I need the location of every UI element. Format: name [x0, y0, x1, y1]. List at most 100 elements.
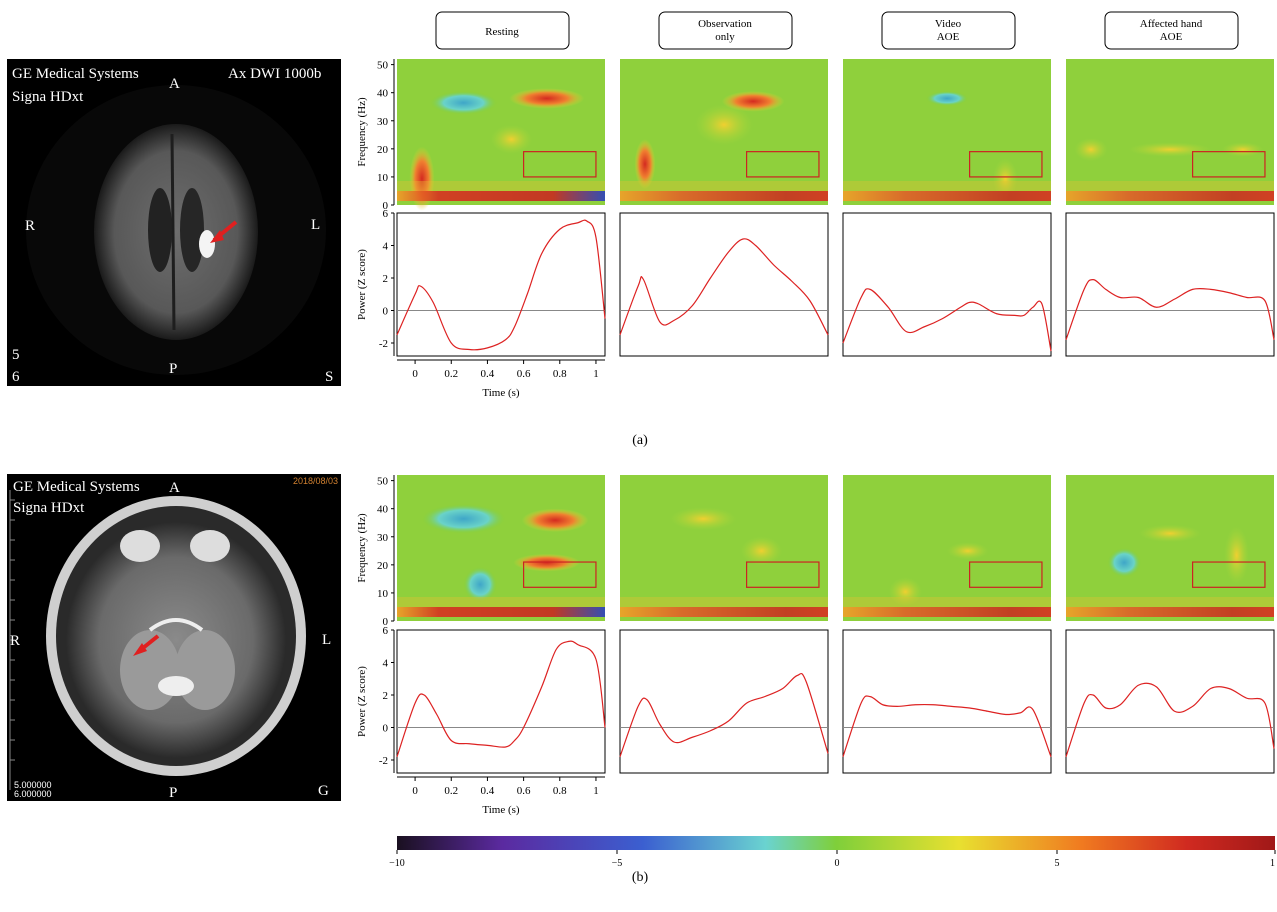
y-tick-label: 10 — [377, 588, 389, 600]
power-series-line — [619, 672, 829, 757]
spectrogram-blob — [634, 139, 656, 189]
highlight-box — [746, 561, 820, 588]
power-plot-frame — [842, 629, 1052, 774]
spectrogram-blob — [740, 536, 783, 566]
power-plot-a-3 — [842, 212, 1052, 357]
spectrogram-b-2 — [620, 475, 828, 621]
low-frequency-band — [1066, 181, 1274, 191]
orientation-bottom: P — [169, 785, 177, 801]
spectrogram-background — [620, 475, 828, 621]
power-plot-a-2 — [619, 212, 829, 357]
spectrogram-blob — [1128, 142, 1212, 157]
orientation-corner: G — [318, 783, 329, 799]
y-tick-label: 50 — [377, 476, 389, 488]
low-frequency-band — [397, 181, 605, 191]
x-tick-label: 0.4 — [481, 368, 495, 380]
low-frequency-band — [620, 607, 828, 617]
spectrogram-blob — [509, 88, 585, 109]
low-frequency-band — [397, 607, 605, 617]
x-tick-label: 0.8 — [553, 785, 567, 797]
power-series-line — [1065, 682, 1275, 757]
colorbar-tick-label: 5 — [1055, 858, 1060, 869]
y-tick-label: 6 — [383, 625, 389, 637]
mri-sequence: Ax DWI 1000b — [228, 66, 321, 82]
power-plot-frame — [396, 629, 606, 774]
spectrogram-blob — [926, 91, 968, 106]
colorbar-gradient — [397, 836, 1275, 850]
mri-model: Signa HDxt — [12, 89, 84, 105]
y-tick-label: 2 — [383, 690, 389, 702]
spectrogram-blob — [1222, 142, 1264, 157]
y-tick-label: 4 — [383, 241, 389, 253]
power-plot-frame — [1065, 629, 1275, 774]
low-frequency-band — [397, 191, 605, 201]
y-tick-label: 0 — [383, 306, 389, 318]
orientation-left: R — [10, 633, 20, 649]
power-line-plots — [396, 212, 1275, 774]
y-tick-label: 50 — [377, 60, 389, 72]
spectrogram-a-2 — [620, 59, 828, 205]
y-tick-label: 30 — [377, 116, 389, 128]
corner-number: 6 — [12, 369, 20, 385]
power-plot-b-1 — [396, 629, 606, 774]
y-tick-label: -2 — [379, 755, 388, 767]
y-tick-label: 4 — [383, 658, 389, 670]
mri-image-b: GE Medical Systems Signa HDxt 2018/08/03… — [7, 474, 341, 801]
colorbar: −10 −5 0 5 1 — [389, 836, 1276, 869]
low-frequency-band — [843, 191, 1051, 201]
mri-model: Signa HDxt — [13, 500, 85, 516]
orientation-left: R — [25, 218, 35, 234]
mri-date: 2018/08/03 — [293, 476, 338, 486]
spectrogram-blob — [669, 507, 737, 531]
highlight-box — [969, 561, 1043, 588]
power-plot-frame — [842, 212, 1052, 357]
y-tick-label: -2 — [379, 338, 388, 350]
power-plot-frame — [396, 212, 606, 357]
spectrogram-blob — [992, 158, 1018, 200]
power-plot-b-4 — [1065, 629, 1275, 774]
x-tick-label: 0 — [412, 785, 418, 797]
colorbar-tick-label: 1 — [1270, 858, 1275, 869]
power-plot-a-1 — [396, 212, 606, 357]
power-plot-a-4 — [1065, 212, 1275, 357]
power-plot-b-2 — [619, 629, 829, 774]
x-tick-label: 1 — [593, 785, 599, 797]
spectrogram-blob — [721, 91, 785, 112]
low-frequency-band — [620, 181, 828, 191]
spectrogram-blob — [430, 91, 497, 115]
spectrogram-b-3 — [843, 475, 1051, 621]
highlight-box — [969, 151, 1043, 178]
y-tick-label: 0 — [383, 616, 389, 628]
mri-image-a: GE Medical Systems Signa HDxt Ax DWI 100… — [7, 59, 341, 386]
x-axis-label: Time (s) — [482, 804, 520, 816]
y-tick-label: 10 — [377, 172, 389, 184]
highlight-box — [523, 151, 597, 178]
power-series-line — [619, 238, 829, 336]
spectrogram-a-4 — [1066, 59, 1274, 205]
corner-number: 6.000000 — [14, 789, 52, 799]
spectrogram-a-1 — [397, 59, 605, 211]
spectrogram-b-4 — [1066, 475, 1274, 621]
y-tick-label: 40 — [377, 88, 389, 100]
spectrogram-blob — [694, 104, 754, 146]
power-ylabel: Power (Z score) — [356, 666, 368, 737]
spectrogram-blob — [947, 542, 989, 560]
low-frequency-band — [1066, 191, 1274, 201]
corner-number: 5 — [12, 347, 20, 363]
spectrogram-blob — [490, 124, 533, 154]
spectrogram-blob — [463, 566, 497, 603]
y-tick-label: 0 — [383, 723, 389, 735]
condition-title: Video AOE — [935, 18, 962, 43]
orientation-right: L — [322, 632, 331, 648]
y-tick-label: 20 — [377, 144, 389, 156]
low-frequency-band — [620, 597, 828, 607]
x-tick-label: 0 — [412, 368, 418, 380]
spectrogram-blob — [888, 577, 923, 607]
condition-title: Affected hand AOE — [1140, 18, 1203, 43]
highlight-box — [1192, 561, 1266, 588]
spectrogram-a-3 — [843, 59, 1051, 205]
mri-system: GE Medical Systems — [13, 479, 140, 495]
spectrogram-background — [397, 475, 605, 621]
spectrogram-blob — [1107, 548, 1141, 578]
